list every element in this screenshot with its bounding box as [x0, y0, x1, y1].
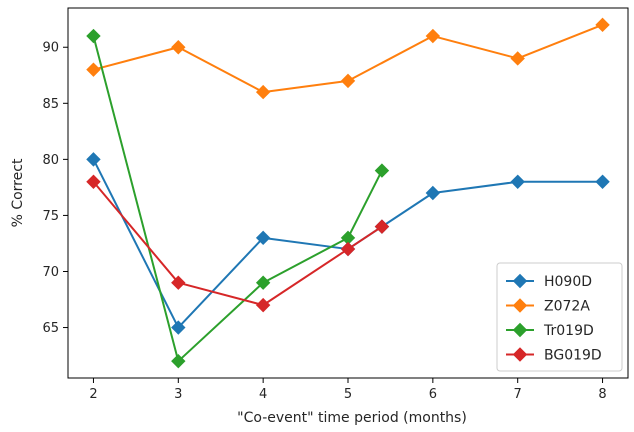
x-tick-label: 6 [429, 387, 437, 402]
y-tick-label: 90 [42, 41, 59, 56]
data-point [340, 73, 356, 89]
legend-box [496, 262, 623, 372]
legend-item: H090D [506, 273, 592, 290]
data-point [374, 219, 390, 234]
legend-label: H090D [544, 274, 592, 290]
legend: H090D Z072A Tr019D BG019D [496, 262, 623, 372]
data-point [255, 230, 271, 246]
data-point [171, 275, 186, 290]
y-tick-label: 80 [42, 153, 59, 168]
series-z072a [86, 17, 610, 100]
data-point [425, 185, 441, 201]
y-tick-label: 85 [42, 97, 59, 112]
legend-marker [512, 347, 528, 362]
data-point [425, 28, 441, 44]
data-point [86, 28, 101, 44]
data-point [340, 241, 356, 257]
series-bg019d [86, 174, 390, 313]
data-point [255, 297, 271, 313]
data-point [86, 174, 101, 189]
x-tick-label: 4 [259, 387, 267, 402]
data-point [86, 62, 101, 77]
x-axis-label: "Co-event" time period (months) [237, 410, 467, 426]
x-tick-label: 3 [174, 387, 182, 402]
data-point [510, 51, 525, 66]
x-tick-label: 8 [598, 387, 606, 402]
x-tick-label: 2 [89, 387, 97, 402]
data-point [255, 275, 271, 290]
y-tick-label: 75 [42, 209, 59, 224]
x-tick-label: 5 [344, 387, 352, 402]
series-line [92, 35, 383, 363]
y-tick-label: 65 [42, 321, 59, 336]
x-tick-label: 7 [514, 387, 522, 402]
data-point [255, 84, 271, 100]
legend-label: Tr019D [543, 323, 594, 339]
legend-marker [512, 273, 528, 289]
legend-item: BG019D [506, 347, 602, 364]
series-tr019d [86, 28, 390, 369]
legend-label: BG019D [544, 348, 602, 364]
legend-marker [512, 298, 528, 313]
y-tick-label: 70 [42, 265, 59, 280]
legend-item: Z072A [506, 298, 590, 315]
data-point [171, 353, 186, 369]
data-point [171, 320, 186, 335]
y-axis-label: % Correct [10, 158, 26, 227]
data-point [86, 152, 101, 167]
legend-item: Tr019D [506, 322, 594, 339]
series-layer [86, 17, 610, 369]
ticks-layer: 2 3 4 5 6 7 8 65 70 75 80 85 90 [42, 41, 606, 402]
data-point [595, 174, 610, 189]
data-point [171, 40, 186, 55]
data-point [510, 174, 525, 189]
legend-label: Z072A [544, 299, 590, 315]
legend-marker [512, 322, 528, 338]
data-point [374, 163, 390, 178]
data-point [595, 17, 610, 33]
